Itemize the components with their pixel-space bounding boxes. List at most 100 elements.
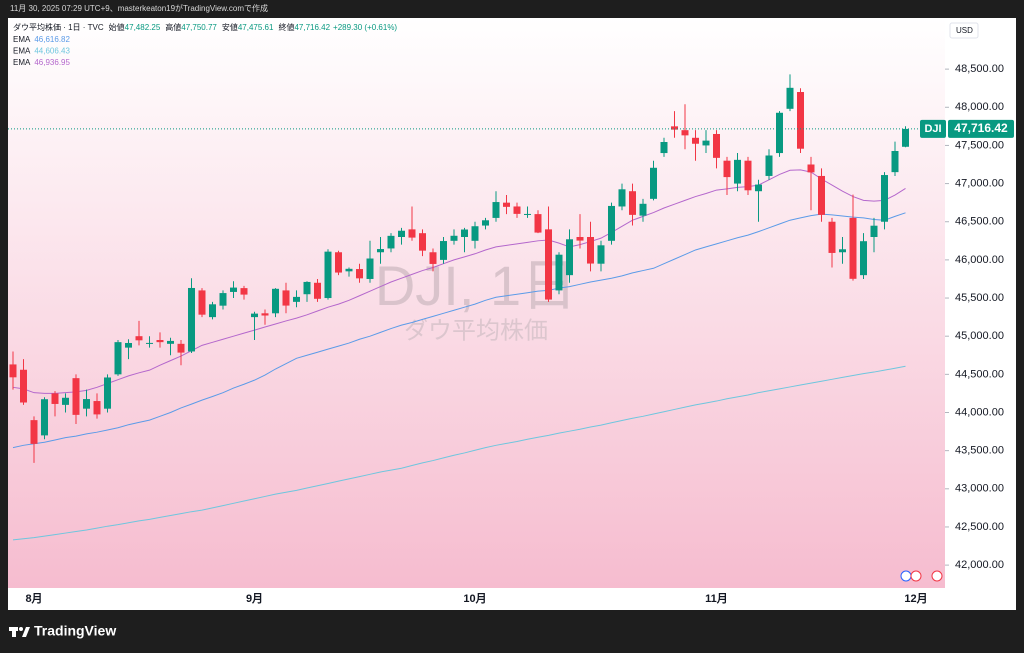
candle-body xyxy=(807,164,815,173)
legend-entry: EMA 44,606.43 xyxy=(13,47,70,56)
candle-body xyxy=(398,230,405,237)
candle-body xyxy=(72,378,80,415)
x-tick-label: 10月 xyxy=(463,592,486,605)
candle-body xyxy=(503,202,510,207)
ohlc-label: 始値 xyxy=(109,22,125,32)
candle-body xyxy=(146,342,153,344)
candle-body xyxy=(786,87,794,109)
candle-body xyxy=(839,249,846,253)
change: +289.30 (+0.61%) xyxy=(333,23,397,32)
event-icons[interactable] xyxy=(900,570,943,582)
event-icon[interactable] xyxy=(900,570,912,582)
candle-body xyxy=(209,304,216,318)
y-tick-label: 48,000.00 xyxy=(955,101,1004,113)
candle-body xyxy=(713,133,720,158)
candle-body xyxy=(461,229,468,237)
x-tick-label: 11月 xyxy=(705,592,728,605)
candle-body xyxy=(734,159,741,184)
candle-body xyxy=(471,226,479,241)
ohlc-label: 終値 xyxy=(278,22,294,32)
candle-body xyxy=(860,241,867,276)
ohlc-label: 高値 xyxy=(165,22,181,32)
event-icon[interactable] xyxy=(931,570,943,582)
candle-body xyxy=(513,206,521,214)
ohlc-value: 47,750.77 xyxy=(181,23,217,32)
ohlc-value: 47,482.25 xyxy=(125,23,161,32)
candle-body xyxy=(51,393,59,404)
y-tick-label: 42,500.00 xyxy=(955,521,1004,533)
candle-body xyxy=(62,397,69,405)
candle-body xyxy=(450,235,458,241)
candle-body xyxy=(230,287,237,292)
y-tick-label: 46,500.00 xyxy=(955,216,1004,228)
symbol-label: DJI xyxy=(924,123,941,135)
candle-body xyxy=(377,249,384,253)
candle-body xyxy=(744,160,752,191)
ema-line xyxy=(12,365,906,541)
candle-body xyxy=(188,287,195,352)
symbol-title: ダウ平均株価 · 1日 · TVC 始値47,482.25 高値47,750.77 安… xyxy=(13,22,397,32)
candle-body xyxy=(293,296,300,302)
candle-body xyxy=(891,151,899,173)
candle-body xyxy=(324,251,332,299)
currency-label: USD xyxy=(956,26,973,35)
candle-body xyxy=(576,236,584,241)
y-tick-label: 48,500.00 xyxy=(955,63,1004,75)
candle-body xyxy=(692,137,699,144)
candle-body xyxy=(492,202,500,218)
candle-body xyxy=(534,214,542,233)
candle-body xyxy=(408,229,416,238)
event-icon[interactable] xyxy=(910,570,922,582)
candle-body xyxy=(282,290,290,306)
candle-body xyxy=(566,239,573,276)
candle-body xyxy=(650,167,657,199)
candle-body xyxy=(261,313,269,316)
candle-body xyxy=(660,141,668,154)
legend-name: EMA xyxy=(13,58,31,67)
candle-body xyxy=(618,189,626,207)
candle-body xyxy=(608,205,615,241)
created-note: 11月 30, 2025 07:29 UTC+9、masterkeaton19が… xyxy=(10,3,268,13)
tv-logo xyxy=(9,627,30,637)
price-tag xyxy=(948,119,1014,138)
x-tick-label: 9月 xyxy=(246,592,263,605)
candle-body xyxy=(429,252,437,264)
candle-body xyxy=(356,269,363,279)
candle-body xyxy=(755,184,762,192)
candle-body xyxy=(419,233,426,251)
candle-body xyxy=(93,401,101,415)
logo-part xyxy=(19,627,23,631)
legend-name: EMA xyxy=(13,35,31,44)
y-tick-label: 47,000.00 xyxy=(955,177,1004,189)
candle-body xyxy=(482,220,489,226)
watermark-subtitle: ダウ平均株価 xyxy=(404,317,548,344)
candle-body xyxy=(702,140,710,146)
price-axis xyxy=(945,18,1016,610)
y-tick-label: 47,500.00 xyxy=(955,139,1004,151)
candle-body xyxy=(114,342,122,375)
candle-body xyxy=(135,336,143,341)
candle-body xyxy=(629,191,636,215)
time-axis xyxy=(8,588,945,610)
candle-body xyxy=(314,282,321,299)
candle-body xyxy=(345,268,353,272)
ohlc-value: 47,716.42 xyxy=(294,23,330,32)
currency-box[interactable] xyxy=(949,22,979,39)
y-tick-label: 45,500.00 xyxy=(955,292,1004,304)
candle-body xyxy=(104,377,111,409)
candle-body xyxy=(303,281,311,295)
y-tick-label: 44,000.00 xyxy=(955,406,1004,418)
candle-body xyxy=(83,399,90,409)
candle-body xyxy=(639,203,647,216)
title: ダウ平均株価 · 1日 · TVC xyxy=(13,22,104,32)
candle-body xyxy=(797,92,804,149)
candle-body xyxy=(587,236,594,264)
candle-body xyxy=(776,112,783,154)
candle-body xyxy=(219,293,227,306)
legend: ダウ平均株価 · 1日 · TVC 始値47,482.25 高値47,750.77 安… xyxy=(13,22,397,67)
legend-value: 46,936.95 xyxy=(34,58,70,67)
x-tick-label: 12月 xyxy=(904,592,927,605)
plot xyxy=(8,74,945,541)
candle-body xyxy=(156,340,164,343)
